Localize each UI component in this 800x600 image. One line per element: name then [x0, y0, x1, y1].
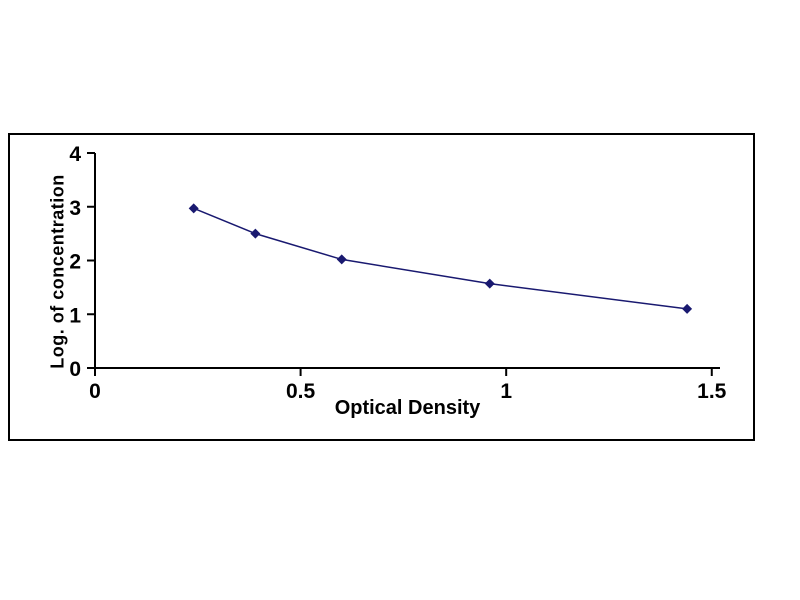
y-tick-label: 2: [69, 251, 81, 274]
x-axis-label: Optical Density: [334, 397, 481, 419]
y-tick-label: 0: [69, 358, 81, 381]
x-tick-label: 0.5: [286, 380, 316, 403]
y-axis-label: Log. of concentration: [47, 174, 68, 369]
x-tick-label: 0: [89, 380, 101, 403]
data-point-marker: [250, 228, 261, 239]
data-point-marker: [484, 278, 495, 289]
y-tick-label: 1: [69, 304, 81, 327]
data-point-marker: [188, 203, 199, 214]
chart-frame: 0 1 2 3 4 0 0.5 1 1.5 Log. of concentration Opti…: [8, 133, 755, 441]
y-tick-label: 4: [69, 143, 81, 166]
series-line: [193, 207, 688, 310]
y-tick-label: 3: [69, 197, 81, 220]
x-tick-label: 1.5: [697, 380, 727, 403]
standard-curve-chart: 0 1 2 3 4 0 0.5 1 1.5: [69, 143, 727, 403]
x-tick-label: 1: [500, 380, 512, 403]
data-point-marker: [682, 303, 693, 314]
data-point-marker: [336, 254, 347, 265]
